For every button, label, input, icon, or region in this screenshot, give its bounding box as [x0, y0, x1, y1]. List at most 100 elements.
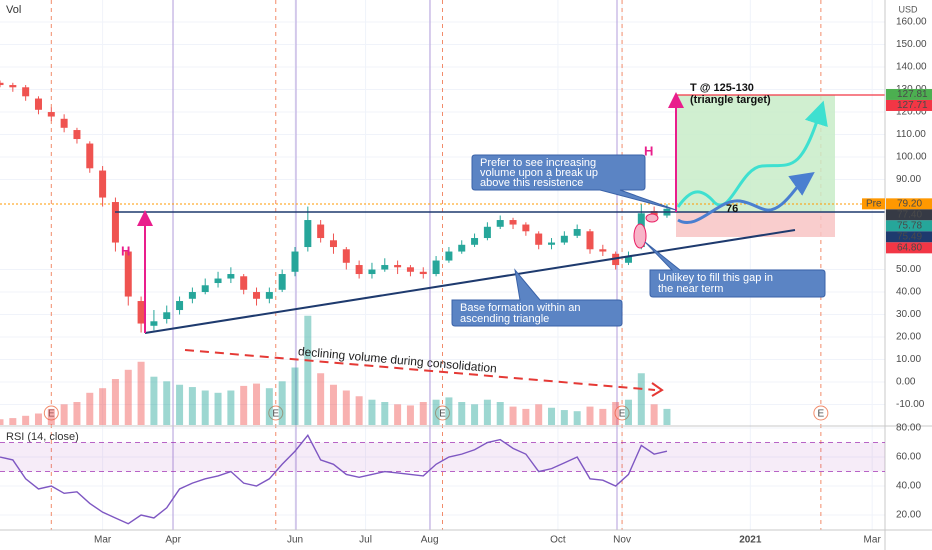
candle-body: [496, 220, 504, 227]
volume-bar: [176, 384, 184, 425]
earnings-label: E: [272, 409, 279, 420]
candle-body: [535, 233, 543, 245]
volume-bar: [599, 408, 607, 425]
volume-trend-head: [651, 382, 664, 397]
volume-bar: [22, 415, 30, 425]
candle-body: [99, 170, 107, 198]
y-tick-label: 160.00: [896, 17, 927, 28]
candle-body: [227, 274, 235, 279]
volume-bar: [214, 392, 222, 425]
price-tag-label: 75.78: [897, 220, 922, 231]
volume-bar: [201, 390, 209, 425]
price-tag: [886, 231, 932, 243]
x-tick-label: 2021: [739, 535, 762, 546]
rsi-tick-label: 40.00: [896, 481, 921, 492]
volume-bar: [111, 379, 119, 425]
price-tag-label: 79.20: [897, 198, 922, 209]
volume-bar: [663, 408, 671, 425]
candle-body: [329, 240, 337, 248]
candle-body: [214, 278, 222, 284]
volume-bar: [471, 404, 479, 425]
rsi-tick-label: 20.00: [896, 510, 921, 521]
candle-body: [522, 224, 530, 232]
volume-bar: [445, 397, 453, 425]
earnings-marker: [813, 405, 829, 421]
earnings-marker: [435, 405, 450, 421]
price-tag: [886, 99, 932, 111]
candle-body: [458, 244, 466, 252]
candle-body: [60, 118, 68, 128]
volume-bar: [240, 385, 248, 425]
volume-label: Vol: [6, 4, 21, 16]
volume-bar: [124, 369, 132, 425]
y-tick-label: 90.00: [896, 174, 921, 185]
candle-body: [419, 271, 427, 275]
volume-bar: [265, 388, 273, 425]
candle-body: [650, 211, 658, 216]
target-title: T @ 125-130: [690, 82, 754, 94]
candle-body: [111, 202, 119, 243]
volume-bar: [509, 406, 517, 425]
candle-body: [432, 260, 440, 275]
candle-body: [291, 251, 299, 272]
volume-bar: [137, 361, 145, 425]
volume-bar: [47, 408, 55, 425]
x-tick-label: Oct: [550, 535, 566, 546]
volume-bar: [522, 408, 530, 425]
volume-bar: [535, 404, 543, 425]
rsi-tick-label: 80.00: [896, 423, 921, 434]
y-tick-label: 30.00: [896, 309, 921, 320]
note-text: the near term: [658, 283, 723, 295]
candle-body: [34, 98, 42, 110]
candle-body: [471, 238, 479, 245]
price-tag-label: 77.40: [897, 209, 922, 220]
volume-bar: [381, 402, 389, 425]
price-tag-label: 127.81: [897, 89, 928, 100]
candle-body: [342, 249, 350, 263]
price-tag: [886, 242, 932, 254]
volume-bar: [432, 399, 440, 425]
price-tag-label: 127.71: [897, 100, 928, 111]
gap-marker: [633, 223, 647, 249]
candle-body: [22, 87, 30, 97]
volume-bar: [34, 413, 42, 425]
candle-body: [368, 269, 376, 275]
volume-bar: [329, 384, 337, 425]
candle-body: [394, 265, 402, 268]
candle-body: [483, 226, 491, 239]
earnings-marker: [268, 405, 284, 421]
x-tick-label: Mar: [864, 535, 882, 546]
y-tick-label: 140.00: [896, 62, 927, 73]
price-tag: [886, 88, 932, 100]
price-tag: [886, 209, 932, 221]
volume-bar: [253, 383, 261, 425]
currency: USD: [898, 4, 918, 14]
h-label: H: [644, 143, 653, 158]
volume-bar: [73, 402, 81, 425]
earnings-label: E: [818, 409, 825, 420]
candle-body: [445, 251, 453, 261]
candle-body: [573, 229, 581, 236]
earnings-marker: [614, 405, 630, 421]
y-tick-label: 100.00: [896, 152, 927, 163]
candle-body: [253, 292, 261, 299]
candle-body: [265, 292, 273, 299]
candle-body: [201, 285, 209, 293]
y-tick-label: 110.00: [896, 129, 926, 140]
candle-body: [406, 267, 414, 272]
candle-body: [586, 231, 594, 250]
gap-marker: [645, 213, 659, 223]
volume-bar: [624, 399, 632, 425]
candle-body: [124, 251, 132, 297]
candle-body: [509, 220, 517, 225]
volume-bar: [291, 367, 299, 425]
y-tick-label: 20.00: [896, 332, 921, 343]
candle-body: [0, 82, 4, 86]
y-tick-label: 10.00: [896, 354, 921, 365]
rsi-line: [0, 433, 668, 525]
note-box: [644, 241, 826, 298]
volume-bar: [560, 410, 568, 425]
candle-body: [9, 85, 17, 88]
note-box: [451, 268, 623, 327]
candle-body: [73, 130, 81, 140]
